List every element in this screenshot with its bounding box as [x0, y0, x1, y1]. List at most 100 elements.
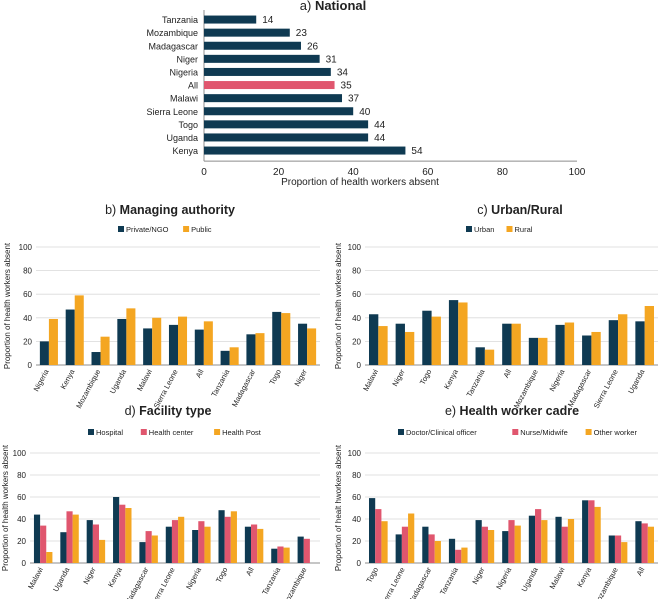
- national-x-tick-label: 80: [497, 167, 509, 178]
- facility-type-category-label: Uganda: [51, 565, 72, 593]
- national-value-label: 23: [296, 28, 308, 39]
- health-worker-cadre-bar: [475, 520, 482, 563]
- health-worker-cadre-bar: [455, 549, 462, 563]
- health-worker-cadre-y-tick-label: 0: [357, 559, 362, 568]
- urban-rural-category-label: Malawi: [361, 367, 380, 392]
- health-worker-cadre-bar: [514, 525, 521, 563]
- facility-type-legend-swatch: [214, 429, 221, 435]
- national-bar: [204, 15, 257, 24]
- national-bar: [204, 41, 301, 50]
- managing-authority-bar: [281, 313, 291, 365]
- health-worker-cadre-y-tick-label: 80: [352, 471, 361, 480]
- national-x-axis-title: Proportion of health workers absent: [281, 177, 439, 188]
- facility-type-bar: [171, 520, 179, 563]
- managing-authority-y-tick-label: 20: [23, 337, 32, 346]
- managing-authority-y-tick-label: 80: [23, 267, 32, 276]
- national-bar: [204, 120, 369, 129]
- managing-authority-y-tick-label: 40: [23, 314, 32, 323]
- facility-type-bar: [165, 526, 172, 563]
- national-x-tick-label: 100: [569, 167, 586, 178]
- health-worker-cadre-y-tick-label: 100: [348, 449, 362, 458]
- health-worker-cadre-bar: [461, 547, 468, 563]
- managing-authority-bar: [126, 308, 136, 365]
- facility-type-category-label: Kenya: [106, 565, 124, 589]
- health-worker-cadre-bar: [567, 519, 575, 563]
- facility-type-legend-label: Health Post: [222, 428, 262, 437]
- facility-type-legend-label: Hospital: [96, 428, 123, 437]
- managing-authority-bar: [143, 328, 153, 365]
- urban-rural-bar: [368, 314, 379, 365]
- managing-authority-bar: [203, 321, 213, 365]
- facility-type-bar: [72, 514, 79, 563]
- managing-authority-category-label: Mozambique: [74, 368, 102, 410]
- facility-type-bar: [303, 538, 310, 563]
- urban-rural-bar: [564, 322, 575, 365]
- facility-type-bar: [244, 526, 252, 563]
- urban-rural-category-label: Madagascar: [566, 367, 594, 408]
- national-value-label: 26: [307, 41, 319, 52]
- national-category-label: Sierra Leone: [146, 107, 198, 117]
- facility-type-bar: [145, 531, 152, 563]
- facility-type-bar: [198, 521, 205, 563]
- health-worker-cadre-legend-label: Nurse/Midwife: [520, 428, 568, 437]
- national-value-label: 37: [348, 94, 360, 105]
- urban-rural-bar: [635, 321, 645, 365]
- urban-rural-y-tick-label: 40: [352, 314, 361, 323]
- facility-type-y-tick-label: 60: [17, 493, 26, 502]
- managing-authority-bar: [48, 318, 58, 365]
- facility-type-bar: [204, 526, 211, 563]
- urban-rural-bar: [458, 302, 468, 365]
- urban-rural-bar: [644, 306, 655, 365]
- urban-rural-category-label: Uganda: [626, 367, 647, 395]
- managing-authority-title: b) Managing authority: [105, 203, 235, 217]
- national-category-label: Kenya: [172, 146, 198, 156]
- national-bar: [204, 94, 343, 103]
- managing-authority-bar: [168, 324, 178, 365]
- urban-rural-bar: [448, 300, 459, 365]
- health-worker-cadre-bar: [381, 521, 388, 563]
- managing-authority-bar: [229, 347, 239, 365]
- managing-authority-bar: [298, 323, 308, 365]
- health-worker-cadre-category-label: Nigeria: [494, 565, 513, 591]
- urban-rural-bar: [591, 331, 601, 365]
- health-worker-cadre-bar: [375, 509, 382, 563]
- managing-authority-bar: [194, 329, 204, 365]
- urban-rural-bar: [511, 323, 521, 365]
- health-worker-cadre-y-tick-label: 60: [352, 493, 361, 502]
- urban-rural-bar: [608, 320, 619, 365]
- managing-authority-y-tick-label: 60: [23, 290, 32, 299]
- facility-type-y-tick-label: 100: [13, 449, 27, 458]
- facility-type-bar: [218, 510, 225, 563]
- facility-type-bar: [46, 552, 53, 563]
- managing-authority-category-label: Tanzania: [209, 367, 231, 398]
- national-x-tick-label: 20: [273, 167, 285, 178]
- managing-authority-legend-swatch: [183, 226, 190, 232]
- facility-type-category-label: Togo: [214, 566, 230, 585]
- urban-rural-bar: [484, 349, 495, 365]
- urban-rural-category-label: Tanzania: [465, 367, 487, 398]
- facility-type-bar: [230, 511, 237, 563]
- facility-type-bar: [283, 547, 290, 563]
- national-category-label: Madagascar: [148, 41, 198, 51]
- urban-rural-y-tick-label: 0: [357, 361, 362, 370]
- health-worker-cadre-category-label: Niger: [470, 565, 487, 585]
- national-value-label: 54: [411, 146, 423, 157]
- managing-authority-y-tick-label: 100: [19, 243, 33, 252]
- health-worker-cadre-legend-swatch: [512, 429, 519, 435]
- health-worker-cadre-category-label: Sierra Leone: [379, 566, 407, 599]
- urban-rural-y-tick-label: 100: [348, 243, 362, 252]
- national-category-label: Mozambique: [146, 28, 198, 38]
- national-value-label: 35: [341, 81, 353, 92]
- health-worker-cadre-bar: [428, 534, 435, 563]
- managing-authority-bar: [152, 317, 162, 365]
- national-value-label: 40: [359, 107, 371, 118]
- health-worker-cadre-bar: [502, 531, 509, 563]
- facility-type-y-tick-label: 0: [22, 559, 27, 568]
- facility-type-y-tick-label: 40: [17, 515, 26, 524]
- urban-rural-legend-label: Urban: [474, 225, 494, 234]
- national-value-label: 14: [262, 15, 274, 26]
- managing-authority-legend-label: Public: [191, 225, 212, 234]
- national-category-label: Uganda: [166, 133, 198, 143]
- managing-authority-category-label: Madagascar: [230, 367, 258, 408]
